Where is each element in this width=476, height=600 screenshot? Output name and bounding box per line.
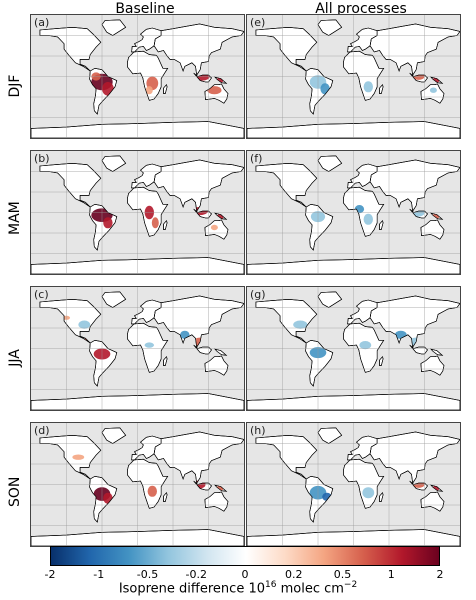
isoprene-anomaly-region	[144, 342, 154, 348]
land-africa	[127, 458, 169, 509]
isoprene-anomaly-region	[145, 86, 153, 95]
colorbar-tick-label: -2	[44, 568, 56, 581]
land-asia	[369, 159, 460, 212]
isoprene-anomaly-region	[293, 320, 308, 329]
land-greenland	[101, 19, 127, 36]
colorbar: -2 -1 -0.5 -0.2 0 0.2 0.5 1 2	[45, 546, 444, 581]
land-greenland	[101, 155, 127, 172]
land-greenland	[317, 291, 343, 308]
colorbar-tick-label: -1	[93, 568, 105, 581]
colorbar-tick-label: 0.2	[285, 568, 303, 581]
land-northAmerica	[39, 298, 102, 344]
panel-label: (f)	[250, 152, 263, 165]
isoprene-anomaly-region	[363, 81, 373, 93]
column-title-all-processes: All processes	[315, 1, 407, 17]
world-map	[247, 15, 460, 138]
colorbar-gradient	[50, 546, 440, 566]
land-northAmerica	[255, 162, 318, 208]
colorbar-tick-label: 1	[387, 568, 395, 581]
panel-label: (h)	[250, 424, 266, 437]
land-southAmerica	[305, 67, 334, 115]
world-map	[247, 423, 460, 546]
world-map	[247, 287, 460, 410]
row-label-son: SON	[7, 476, 23, 507]
isoprene-anomaly-region	[429, 87, 437, 93]
world-map	[31, 423, 244, 546]
land-northAmerica	[39, 162, 102, 208]
land-northAmerica	[255, 26, 318, 72]
column-title-baseline: Baseline	[115, 1, 175, 17]
map-panel-son-baseline: (d)	[30, 422, 245, 547]
colorbar-tick-label: -0.5	[136, 568, 159, 581]
land-africa	[127, 322, 169, 373]
map-panel-djf-baseline: (a)	[30, 14, 245, 139]
land-greenland	[101, 291, 127, 308]
row-label-jja: JJA	[7, 349, 23, 367]
isoprene-anomaly-region	[210, 224, 218, 231]
colorbar-title: Isoprene difference 1016 molec cm−2	[118, 580, 358, 597]
isoprene-anomaly-region	[147, 485, 157, 497]
land-asia	[369, 23, 460, 76]
isoprene-anomaly-region	[72, 454, 85, 460]
isoprene-anomaly-region	[363, 213, 373, 225]
panel-label: (g)	[250, 288, 266, 301]
land-northAmerica	[39, 434, 102, 480]
isoprene-anomaly-region	[394, 330, 407, 339]
isoprene-anomaly-region	[320, 83, 330, 95]
panel-label: (a)	[34, 16, 50, 29]
isoprene-anomaly-region	[103, 492, 113, 504]
panel-label: (b)	[34, 152, 50, 165]
world-map	[31, 151, 244, 274]
map-panel-jja-all-processes: (g)	[246, 286, 461, 411]
land-southAmerica	[89, 339, 118, 387]
isoprene-anomaly-region	[362, 487, 375, 499]
world-map	[31, 15, 244, 138]
land-greenland	[317, 19, 343, 36]
panel-label: (e)	[250, 16, 266, 29]
colorbar-tick-label: -0.2	[185, 568, 207, 581]
map-panel-mam-baseline: (b)	[30, 150, 245, 275]
land-southAmerica	[305, 203, 334, 251]
world-map	[247, 151, 460, 274]
land-greenland	[317, 155, 343, 172]
land-northAmerica	[39, 26, 102, 72]
colorbar-tick-label: 0.5	[333, 568, 352, 581]
world-map	[31, 287, 244, 410]
panel-label: (d)	[34, 424, 50, 437]
land-greenland	[101, 427, 127, 444]
land-africa	[343, 50, 385, 101]
land-asia	[153, 159, 244, 212]
isoprene-anomaly-region	[102, 82, 114, 96]
isoprene-anomaly-region	[207, 86, 222, 95]
land-asia	[153, 431, 244, 484]
land-africa	[343, 186, 385, 237]
land-northAmerica	[255, 434, 318, 480]
map-panel-son-all-processes: (h)	[246, 422, 461, 547]
panel-label: (c)	[34, 288, 49, 301]
land-asia	[153, 23, 244, 76]
land-greenland	[317, 427, 343, 444]
land-africa	[343, 458, 385, 509]
map-panel-mam-all-processes: (f)	[246, 150, 461, 275]
isoprene-anomaly-region	[151, 217, 159, 229]
map-panel-jja-baseline: (c)	[30, 286, 245, 411]
isoprene-anomaly-region	[78, 320, 91, 329]
map-panel-djf-all-processes: (e)	[246, 14, 461, 139]
land-northAmerica	[255, 298, 318, 344]
isoprene-anomaly-region	[103, 217, 113, 229]
land-asia	[369, 431, 460, 484]
isoprene-anomaly-region	[180, 330, 190, 339]
colorbar-tick-label: 2	[436, 568, 444, 581]
colorbar-tick-label: 0	[241, 568, 249, 581]
row-label-mam: MAM	[7, 201, 23, 235]
row-label-djf: DJF	[7, 74, 23, 98]
isoprene-anomaly-region	[359, 341, 372, 350]
